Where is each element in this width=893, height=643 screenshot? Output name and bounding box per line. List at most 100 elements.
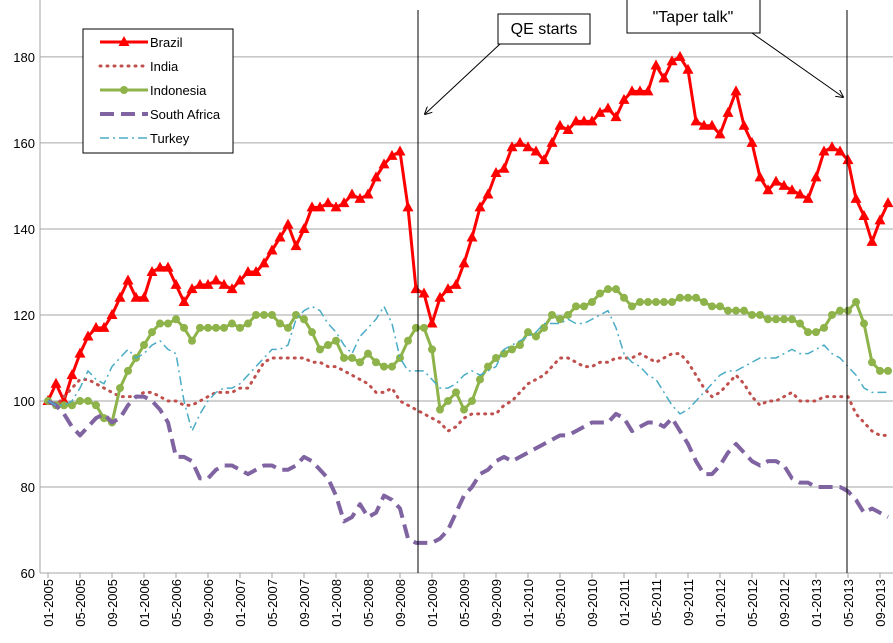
marker <box>252 310 260 319</box>
marker <box>650 59 662 70</box>
marker <box>826 141 838 152</box>
marker <box>562 124 574 135</box>
marker <box>316 345 324 354</box>
marker <box>170 278 182 289</box>
marker <box>120 86 128 94</box>
x-tick-label: 05-2011 <box>649 579 664 626</box>
legend-label: Indonesia <box>150 83 207 98</box>
marker <box>396 353 404 362</box>
marker <box>602 102 614 113</box>
marker <box>82 330 94 341</box>
marker <box>796 319 804 328</box>
marker <box>882 197 893 208</box>
marker <box>298 222 310 233</box>
marker <box>506 141 518 152</box>
marker <box>258 257 270 268</box>
marker <box>348 353 356 362</box>
series-line <box>46 352 890 437</box>
marker <box>244 319 252 328</box>
y-tick-label: 180 <box>13 50 35 65</box>
marker <box>330 201 342 212</box>
marker <box>300 315 308 324</box>
x-tick-label: 09-2009 <box>489 579 504 627</box>
x-tick-label: 09-2010 <box>585 579 600 627</box>
marker <box>548 310 556 319</box>
marker <box>60 401 68 410</box>
marker <box>66 369 78 380</box>
marker <box>762 184 774 195</box>
x-tick-label: 01-2013 <box>809 579 824 627</box>
marker <box>756 310 764 319</box>
marker <box>236 323 244 332</box>
marker <box>572 302 580 311</box>
marker <box>858 210 870 221</box>
marker <box>538 154 550 165</box>
x-tick-label: 01-2009 <box>425 579 440 627</box>
marker <box>266 244 278 255</box>
marker <box>458 257 470 268</box>
marker <box>874 214 886 225</box>
marker <box>364 349 372 358</box>
marker <box>116 384 124 393</box>
marker <box>386 149 398 160</box>
marker <box>146 265 158 276</box>
marker <box>322 197 334 208</box>
marker <box>490 167 502 178</box>
marker <box>164 319 172 328</box>
marker <box>554 119 566 130</box>
marker <box>716 302 724 311</box>
marker <box>772 315 780 324</box>
marker <box>140 341 148 350</box>
marker <box>450 278 462 289</box>
x-tick-label: 09-2005 <box>105 579 120 627</box>
marker <box>436 405 444 414</box>
marker <box>274 231 286 242</box>
legend-label: Brazil <box>150 35 183 50</box>
marker <box>260 310 268 319</box>
marker <box>484 362 492 371</box>
marker <box>860 319 868 328</box>
marker <box>308 328 316 337</box>
marker <box>124 366 132 375</box>
x-tick-label: 01-2012 <box>713 579 728 627</box>
marker <box>644 298 652 307</box>
x-tick-label: 05-2008 <box>361 579 376 627</box>
marker <box>666 55 678 66</box>
marker <box>618 93 630 104</box>
marker <box>636 298 644 307</box>
marker <box>788 315 796 324</box>
marker <box>268 310 276 319</box>
marker <box>98 321 110 332</box>
marker <box>420 323 428 332</box>
series-line <box>46 55 890 403</box>
series-line <box>47 305 888 432</box>
x-tick-label: 09-2011 <box>681 579 696 626</box>
marker <box>780 315 788 324</box>
marker <box>626 85 638 96</box>
annotation-box <box>626 0 761 34</box>
marker <box>748 310 756 319</box>
marker <box>444 396 452 405</box>
marker <box>540 323 548 332</box>
marker <box>324 341 332 350</box>
marker <box>778 179 790 190</box>
marker <box>362 188 374 199</box>
marker <box>434 291 446 302</box>
marker <box>732 306 740 315</box>
marker <box>468 396 476 405</box>
marker <box>684 293 692 302</box>
legend-items: Brazil India Indonesia South Africa Turkey <box>98 35 221 146</box>
marker <box>498 162 510 173</box>
marker <box>204 323 212 332</box>
marker <box>180 323 188 332</box>
marker <box>372 358 380 367</box>
legend-label: Turkey <box>150 131 190 146</box>
marker <box>340 353 348 362</box>
marker <box>210 274 222 285</box>
marker <box>378 158 390 169</box>
marker <box>610 111 622 122</box>
x-tick-label: 05-2010 <box>553 579 568 627</box>
x-tick-label: 01-2010 <box>521 579 536 627</box>
marker <box>706 119 718 130</box>
